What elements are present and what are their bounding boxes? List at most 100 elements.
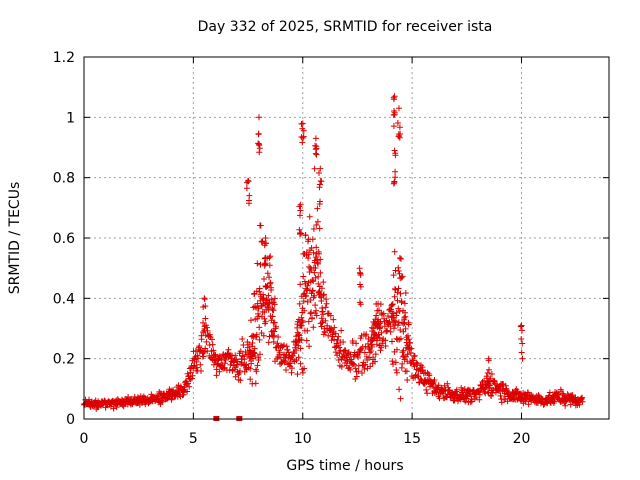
data-point <box>390 180 397 187</box>
data-point <box>336 350 343 357</box>
data-point <box>281 342 287 349</box>
data-point <box>398 274 405 281</box>
data-point <box>203 338 210 345</box>
data-point <box>200 319 206 326</box>
data-point <box>391 96 397 103</box>
data-point <box>296 226 303 233</box>
data-point <box>255 140 262 147</box>
data-point <box>221 360 228 367</box>
data-point <box>394 289 401 296</box>
data-point <box>417 376 424 382</box>
data-point <box>268 287 275 293</box>
data-point <box>328 325 335 332</box>
data-point <box>382 337 389 344</box>
data-point <box>256 336 263 343</box>
data-point <box>375 331 382 338</box>
data-point <box>367 363 374 370</box>
data-point <box>399 273 406 280</box>
data-point <box>372 358 378 365</box>
data-point <box>377 301 384 308</box>
data-point <box>201 295 208 302</box>
data-point <box>517 323 524 330</box>
data-point <box>378 344 385 351</box>
data-point <box>404 377 411 383</box>
data-point <box>237 377 244 384</box>
data-point <box>322 317 329 324</box>
data-point <box>332 349 339 356</box>
data-point <box>200 349 207 355</box>
data-point <box>389 358 396 365</box>
data-point <box>325 332 332 339</box>
data-point <box>359 370 365 376</box>
data-point <box>308 245 315 251</box>
data-point <box>194 364 200 371</box>
data-point <box>368 348 375 354</box>
data-point <box>394 346 400 353</box>
data-point <box>353 373 360 380</box>
data-point <box>299 139 306 146</box>
data-point <box>297 281 304 288</box>
data-point <box>304 327 311 334</box>
data-point <box>392 150 399 157</box>
data-point <box>184 388 191 395</box>
data-point <box>335 357 342 363</box>
data-point <box>300 298 307 305</box>
data-point <box>274 340 281 347</box>
data-point <box>522 398 529 405</box>
data-point <box>299 369 306 376</box>
x-tick-label: 15 <box>403 431 421 447</box>
data-point <box>305 251 312 258</box>
data-point <box>331 324 338 331</box>
data-point <box>304 282 311 289</box>
data-point <box>411 363 418 370</box>
data-point <box>372 351 379 358</box>
data-point <box>488 393 495 399</box>
data-point <box>389 338 395 345</box>
data-point <box>344 350 351 357</box>
data-point <box>297 345 304 352</box>
data-point <box>318 178 325 185</box>
data-point <box>201 323 208 330</box>
data-point <box>484 370 491 376</box>
data-point <box>305 318 312 325</box>
data-point <box>315 260 321 267</box>
data-point <box>399 360 406 367</box>
data-point <box>395 319 402 326</box>
data-point <box>189 372 196 379</box>
data-point <box>298 121 305 127</box>
data-point <box>320 291 327 298</box>
data-point <box>251 303 258 310</box>
data-point <box>283 367 289 373</box>
data-point <box>338 363 345 370</box>
data-point <box>200 304 207 310</box>
data-point <box>396 270 403 277</box>
data-point <box>399 349 406 356</box>
data-point <box>257 222 264 229</box>
data-points <box>80 93 586 412</box>
data-point <box>255 354 262 361</box>
data-point <box>373 312 380 319</box>
data-point <box>210 347 217 354</box>
data-point <box>252 353 259 359</box>
data-point <box>309 236 316 243</box>
data-point <box>267 253 274 260</box>
data-point <box>391 325 397 332</box>
data-point <box>393 369 400 376</box>
data-point <box>264 270 271 277</box>
data-point <box>225 346 232 353</box>
data-point <box>485 355 492 362</box>
data-point <box>260 295 267 301</box>
data-point <box>320 311 327 318</box>
data-point <box>252 380 259 387</box>
data-point <box>303 292 310 299</box>
data-point <box>351 361 358 368</box>
data-point <box>271 295 278 302</box>
data-point <box>315 273 322 280</box>
data-point <box>297 230 303 236</box>
data-point <box>424 390 431 397</box>
data-point <box>396 308 403 315</box>
y-axis-label: SRMTID / TECUs <box>7 182 23 295</box>
data-point <box>525 401 532 408</box>
data-point <box>327 312 334 319</box>
